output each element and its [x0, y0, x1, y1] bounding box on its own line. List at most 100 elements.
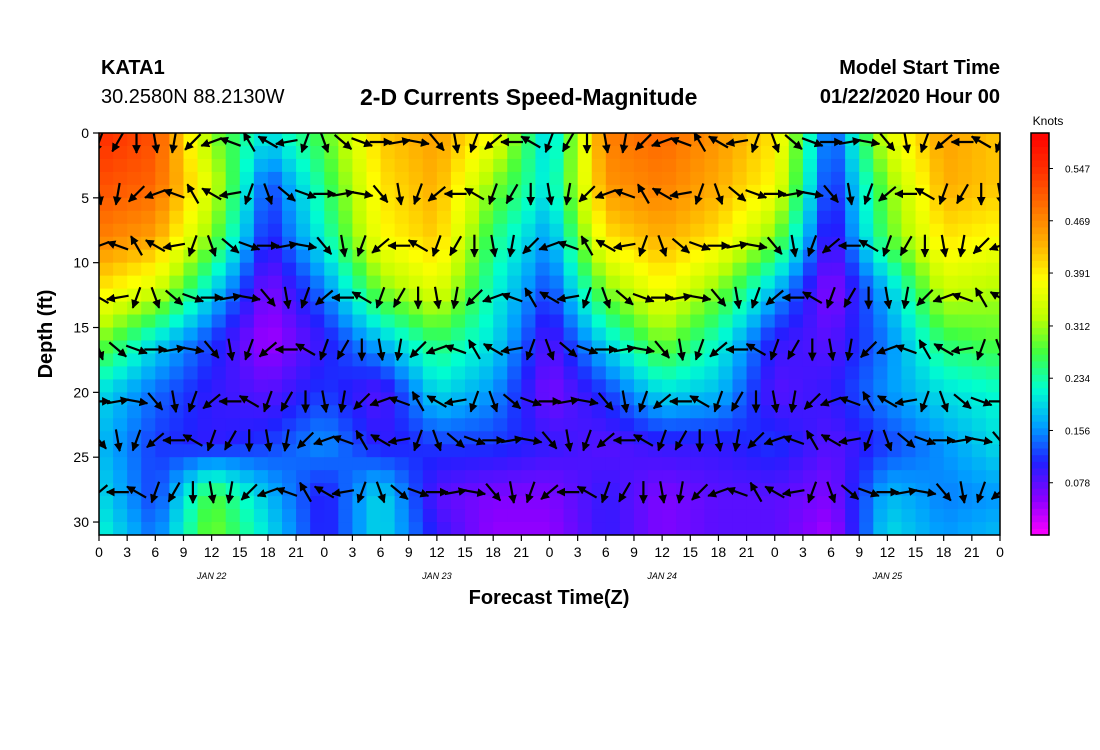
heatmap-cell — [845, 444, 860, 458]
heatmap-cell — [831, 288, 846, 303]
heatmap-cell — [380, 340, 396, 355]
heatmap-cell — [676, 262, 691, 277]
heatmap-cell — [324, 249, 339, 264]
heatmap-cell — [873, 327, 888, 342]
heatmap-cell — [197, 275, 213, 290]
heatmap-cell — [267, 405, 283, 419]
heatmap-cell — [901, 405, 917, 419]
heatmap-cell — [141, 275, 156, 290]
heatmap-cell — [901, 314, 917, 329]
heatmap-cell — [141, 249, 156, 264]
current-vector-arrow — [207, 481, 217, 504]
heatmap-cell — [450, 301, 466, 316]
heatmap-cell — [549, 301, 565, 316]
heatmap-cell — [873, 405, 888, 419]
heatmap-cell — [535, 327, 551, 342]
heatmap-cell — [662, 327, 677, 342]
heatmap-cell — [718, 405, 734, 419]
heatmap-cell — [296, 379, 311, 393]
heatmap-cell — [704, 522, 720, 535]
heatmap-cell — [141, 223, 156, 238]
colorbar-segment — [1031, 380, 1049, 389]
current-vector-arrow — [956, 183, 969, 205]
current-vector-arrow — [277, 185, 296, 202]
current-vector-arrow — [919, 133, 930, 154]
heatmap-cell — [127, 405, 142, 419]
heatmap-cell — [563, 223, 579, 238]
heatmap-cell — [366, 223, 382, 238]
heatmap-cell — [141, 483, 156, 497]
heatmap-cell — [197, 301, 213, 316]
heatmap-cell — [802, 314, 818, 329]
heatmap-cell — [408, 457, 424, 471]
heatmap-cell — [310, 405, 325, 419]
heatmap-cell — [99, 470, 114, 484]
heatmap-cell — [380, 314, 396, 329]
heatmap-cell — [282, 275, 297, 290]
x-tick-label: 3 — [349, 544, 357, 560]
heatmap-cell — [127, 145, 142, 160]
heatmap-cell — [859, 275, 874, 290]
heatmap-cell — [465, 522, 480, 535]
heatmap-cell — [760, 210, 776, 225]
heatmap-cell — [760, 197, 776, 212]
heatmap-cell — [310, 197, 325, 212]
heatmap-cell — [113, 301, 128, 316]
heatmap-cell — [408, 145, 424, 160]
current-vector-arrow — [99, 346, 105, 361]
heatmap-cell — [859, 457, 874, 471]
current-vector-arrow — [707, 487, 730, 498]
x-tick-label: 9 — [180, 544, 188, 560]
heatmap-cell — [225, 509, 241, 523]
heatmap-cell — [915, 444, 931, 458]
heatmap-cell — [549, 457, 565, 471]
heatmap-cell — [901, 158, 917, 173]
heatmap-cell — [310, 444, 325, 458]
heatmap-cell — [873, 379, 888, 393]
heatmap-cell — [310, 171, 325, 186]
heatmap-cell — [563, 444, 579, 458]
heatmap-cell — [915, 197, 931, 212]
heatmap-cell — [155, 288, 170, 303]
heatmap-cell — [296, 197, 311, 212]
heatmap-cell — [296, 158, 311, 173]
heatmap-cell — [338, 496, 354, 510]
heatmap-cell — [633, 171, 649, 186]
heatmap-cell — [648, 366, 663, 380]
colorbar-segment — [1031, 401, 1049, 409]
heatmap-cell — [816, 470, 832, 484]
heatmap-cell — [169, 223, 185, 238]
current-vector-arrow — [238, 240, 261, 251]
heatmap-cell — [873, 509, 888, 523]
x-day-label: JAN 24 — [646, 571, 677, 581]
heatmap-cell — [324, 379, 339, 393]
heatmap-cell — [662, 197, 677, 212]
heatmap-cell — [774, 379, 790, 393]
current-vector-arrow — [863, 429, 874, 452]
current-vector-arrow — [709, 341, 728, 358]
heatmap-cell — [873, 457, 888, 471]
current-vector-arrow — [451, 133, 461, 154]
colorbar-segment — [1031, 414, 1049, 422]
heatmap-cell — [155, 340, 170, 355]
heatmap-cell — [549, 158, 565, 173]
current-vector-arrow — [485, 482, 502, 502]
heatmap-cell — [704, 133, 720, 147]
heatmap-cell — [662, 444, 677, 458]
heatmap-cell — [915, 509, 931, 523]
heatmap-cell — [127, 249, 142, 264]
current-vector-arrow — [145, 239, 166, 253]
heatmap-cell — [99, 184, 114, 199]
heatmap-cell — [816, 353, 832, 368]
current-vector-arrow — [487, 183, 498, 206]
heatmap-cell — [479, 158, 494, 173]
heatmap-cell — [183, 470, 199, 484]
heatmap-cell — [366, 431, 382, 445]
heatmap-cell — [436, 483, 452, 497]
heatmap-cell — [605, 405, 621, 419]
heatmap-cell — [253, 366, 269, 380]
heatmap-cell — [155, 353, 170, 368]
heatmap-cell — [521, 197, 537, 212]
heatmap-cell — [676, 340, 691, 355]
